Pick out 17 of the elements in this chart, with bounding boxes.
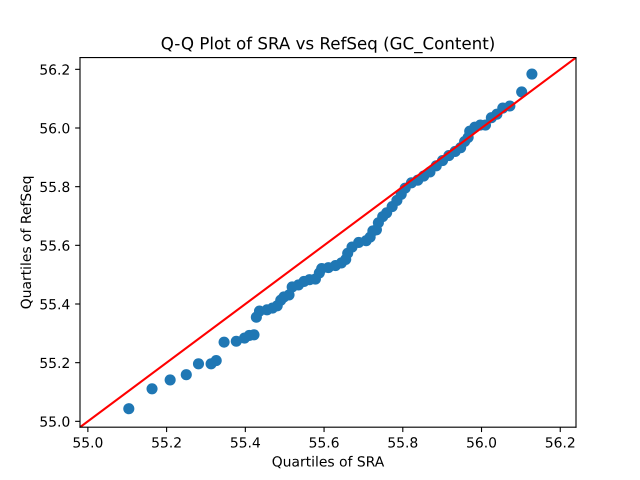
chart-title: Q-Q Plot of SRA vs RefSeq (GC_Content) [162,36,494,54]
x-tick-label: 55.6 [310,437,339,448]
y-tick-label: 55.0 [40,416,70,427]
x-tick-label: 55.2 [152,437,181,448]
x-tick-label: 56.2 [546,437,574,448]
y-tick-label: 55.8 [40,182,70,192]
x-tick-label: 55.8 [388,437,418,448]
y-tick-label: 56.2 [40,64,69,75]
y-tick-label: 55.4 [40,299,70,310]
y-axis-title: Quartiles of RefSeq [20,176,34,308]
x-tick-label: 55.4 [230,437,260,448]
y-tick-label: 55.2 [40,358,69,368]
x-tick-label: 56.0 [467,437,496,448]
y-tick-label: 55.6 [40,240,70,251]
y-tick-label: 56.0 [40,122,70,134]
x-tick-label: 55.0 [73,437,102,448]
x-axis-title: Quartiles of SRA [272,456,384,468]
